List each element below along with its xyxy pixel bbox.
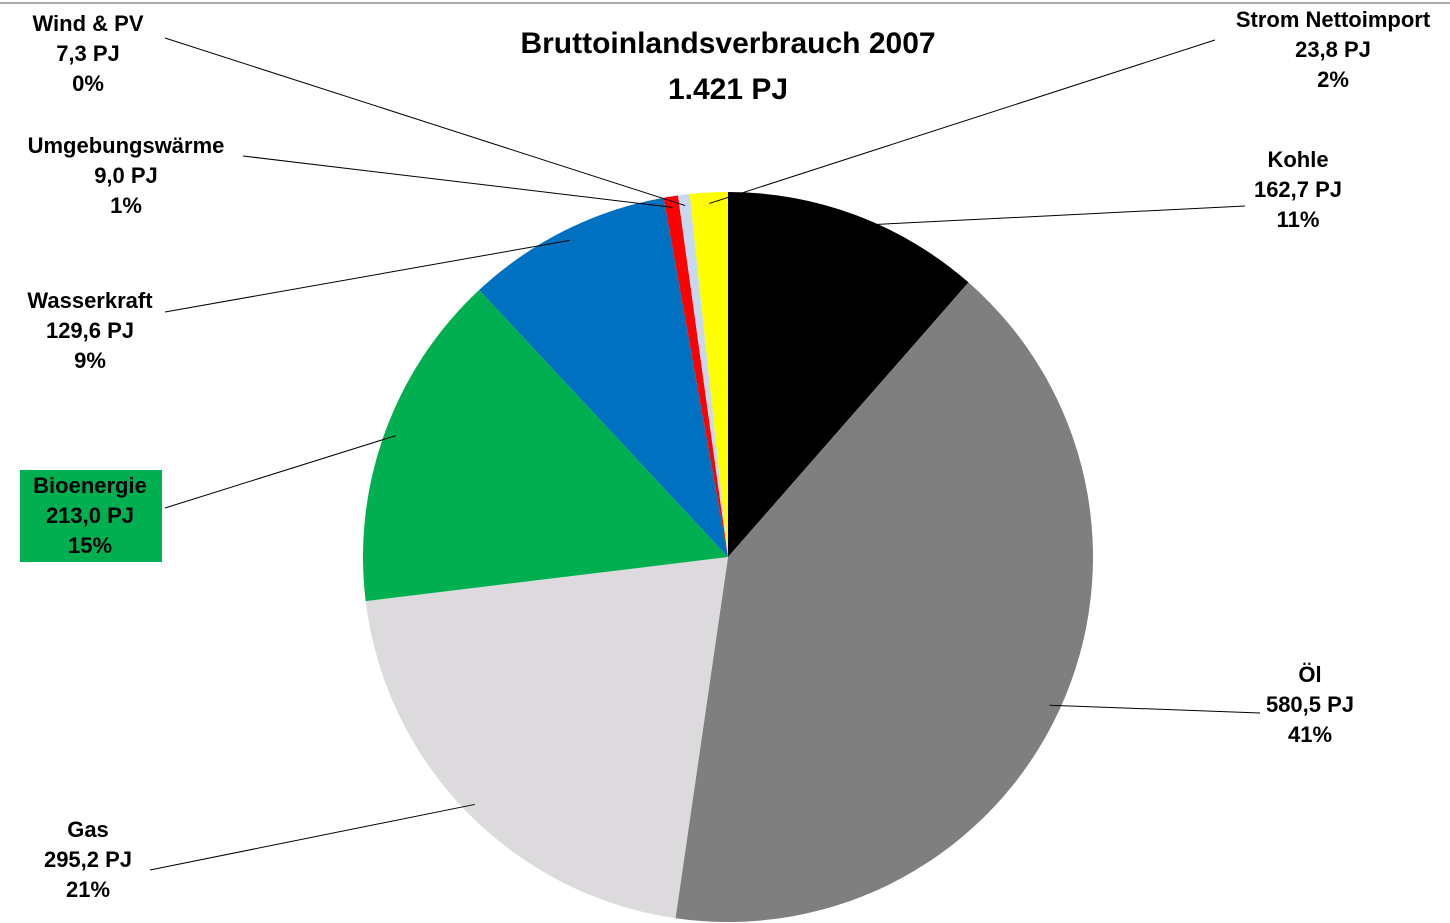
- slice-label: Wasserkraft: [27, 288, 153, 313]
- leader-line: [149, 803, 475, 871]
- chart-subtitle: 1.421 PJ: [668, 73, 788, 106]
- slice-label: 213,0 PJ: [46, 503, 134, 528]
- slice-label: 1%: [110, 193, 142, 218]
- slice-label: Gas: [67, 817, 109, 842]
- leader-line: [164, 239, 570, 313]
- pie-slice: [479, 197, 728, 558]
- slice-label: Strom Nettoimport: [1236, 7, 1431, 32]
- slice-label: Bioenergie: [33, 473, 147, 498]
- slice-label: 295,2 PJ: [44, 847, 132, 872]
- chart-title: Bruttoinlandsverbrauch 2007: [520, 27, 935, 60]
- pie-slice: [675, 282, 1093, 922]
- slice-label: 21%: [66, 877, 110, 902]
- leader-line: [852, 205, 1246, 227]
- slice-label: 129,6 PJ: [46, 318, 134, 343]
- slice-label: 9%: [74, 348, 106, 373]
- slice-label: 2%: [1317, 67, 1349, 92]
- label-box: [20, 470, 162, 562]
- pie-slice: [363, 290, 728, 602]
- slice-label: Öl: [1298, 662, 1321, 687]
- leader-line: [164, 435, 396, 509]
- leader-line: [1049, 704, 1261, 714]
- slice-label: Wind & PV: [32, 11, 143, 36]
- slice-label: 162,7 PJ: [1254, 177, 1342, 202]
- pie-slice: [663, 195, 728, 557]
- slice-label: Kohle: [1267, 147, 1328, 172]
- leader-line: [164, 37, 686, 207]
- slice-label: 41%: [1288, 722, 1332, 747]
- slice-label: 580,5 PJ: [1266, 692, 1354, 717]
- pie-slice: [677, 194, 728, 557]
- slice-label: 11%: [1277, 207, 1320, 232]
- slice-label: 0%: [72, 71, 104, 96]
- slice-label: 7,3 PJ: [56, 41, 120, 66]
- slice-label: Umgebungswärme: [28, 133, 225, 158]
- leader-line: [242, 155, 673, 208]
- leader-line: [709, 39, 1216, 204]
- slice-label: 9,0 PJ: [94, 163, 158, 188]
- pie-slice: [689, 192, 728, 557]
- pie-slice: [728, 192, 969, 557]
- slice-label: 23,8 PJ: [1295, 37, 1371, 62]
- pie-slice: [365, 557, 728, 919]
- slice-label: 15%: [68, 533, 112, 558]
